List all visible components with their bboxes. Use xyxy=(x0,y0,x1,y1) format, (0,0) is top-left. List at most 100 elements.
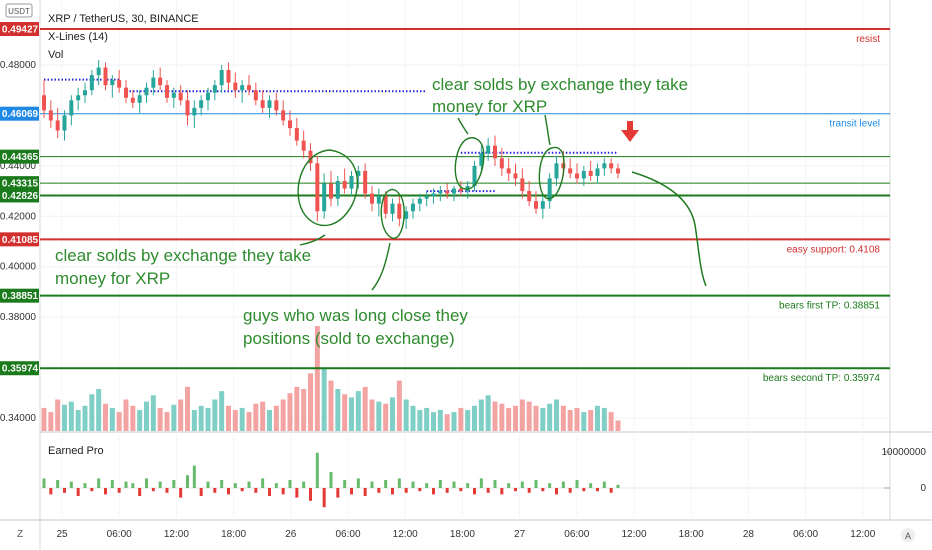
oscillator-bar xyxy=(527,488,531,493)
candle-body xyxy=(315,163,320,212)
zoom-button[interactable]: Z xyxy=(17,529,23,540)
volume-bar xyxy=(48,412,54,431)
circle-drawing xyxy=(297,149,359,227)
oscillator-bar xyxy=(486,488,490,493)
volume-bar xyxy=(246,412,252,431)
oscillator-bar xyxy=(329,472,333,488)
volume-bar xyxy=(75,410,81,431)
oscillator-bar xyxy=(322,488,326,508)
oscillator-bar xyxy=(377,488,381,493)
volume-bar xyxy=(458,407,464,431)
oscillator-bar xyxy=(432,488,435,495)
candle-body xyxy=(206,92,210,101)
candle-body xyxy=(103,67,108,86)
volume-bar xyxy=(383,403,389,431)
level-label: resist xyxy=(856,34,880,45)
time-tick-label: 28 xyxy=(743,529,755,540)
candle-body xyxy=(308,150,313,164)
candle-body xyxy=(329,183,333,199)
volume-bar xyxy=(396,380,402,431)
volume-bar xyxy=(424,407,430,431)
volume-bar xyxy=(41,407,47,431)
candle-body xyxy=(42,95,46,111)
oscillator-bar xyxy=(97,478,101,488)
volume-bar xyxy=(301,389,307,431)
volume-layer xyxy=(41,326,621,431)
volume-bar xyxy=(328,380,334,431)
oscillator-bar xyxy=(261,478,265,488)
volume-bar xyxy=(260,401,266,431)
oscillator-bar xyxy=(418,488,422,492)
candle-body xyxy=(226,70,231,83)
candle-body xyxy=(616,168,620,174)
oscillator-bar xyxy=(534,480,538,488)
volume-bar xyxy=(499,403,505,431)
oscillator-bar xyxy=(452,481,456,488)
oscillator-title: Earned Pro xyxy=(48,445,104,457)
oscillator-bar xyxy=(609,488,613,493)
volume-bar xyxy=(130,405,136,431)
oscillator-bar xyxy=(56,480,60,488)
candle-body xyxy=(506,168,511,174)
volume-bar xyxy=(506,407,512,431)
oscillator-tick-label: 10000000 xyxy=(882,447,927,458)
volume-bar xyxy=(376,401,382,431)
time-tick-label: 26 xyxy=(285,529,297,540)
candle-body xyxy=(581,170,586,179)
volume-bar xyxy=(226,405,231,431)
volume-bar xyxy=(321,368,327,431)
volume-bar xyxy=(540,407,546,431)
oscillator-bar xyxy=(227,488,230,495)
volume-bar xyxy=(294,386,300,431)
volume-bar xyxy=(308,373,313,431)
currency-badge[interactable] xyxy=(5,3,33,18)
oscillator-bar xyxy=(254,488,258,493)
auto-scale-icon: A xyxy=(905,531,911,541)
oscillator-bar xyxy=(315,452,319,488)
oscillator-bar xyxy=(343,480,347,488)
candle-body xyxy=(124,87,128,98)
volume-bar xyxy=(123,399,129,431)
oscillator-bar xyxy=(233,483,237,488)
xlines-layer xyxy=(44,78,618,193)
volume-bar xyxy=(55,399,61,431)
volume-bar xyxy=(342,394,348,431)
oscillator-bar xyxy=(42,478,46,488)
candle-body xyxy=(267,100,272,108)
currency-badge-text: USDT xyxy=(8,7,30,16)
oscillator-bar xyxy=(616,484,620,488)
volume-bar xyxy=(451,412,457,431)
candle-body xyxy=(260,100,265,108)
candle-layer xyxy=(42,59,620,229)
level-label: transit level xyxy=(829,119,880,130)
level-price-badge-text: 0.35974 xyxy=(2,364,39,375)
candle-body xyxy=(83,90,87,96)
oscillator-bar xyxy=(110,480,114,488)
candle-body xyxy=(137,95,142,103)
volume-bar xyxy=(472,405,477,431)
candle-body xyxy=(342,180,347,189)
volume-bar xyxy=(465,410,471,431)
level-price-badge xyxy=(0,176,39,191)
forecast-curve xyxy=(631,171,707,287)
level-price-badge xyxy=(0,149,39,164)
level-price-badge xyxy=(0,22,39,37)
oscillator-bar xyxy=(179,488,183,498)
volume-bar xyxy=(478,399,484,431)
volume-bar xyxy=(485,395,491,431)
candle-body xyxy=(165,85,169,98)
volume-bar xyxy=(410,405,416,431)
candle-body xyxy=(192,107,197,116)
candle-body xyxy=(390,203,395,214)
candle-body xyxy=(370,193,374,204)
level-price-badge xyxy=(0,361,39,376)
candle-body xyxy=(472,165,477,187)
level-label: easy support: 0.4108 xyxy=(787,244,881,255)
auto-scale-button[interactable] xyxy=(901,528,915,542)
volume-bar xyxy=(362,386,368,431)
volume-bar xyxy=(212,399,218,431)
oscillator-bar xyxy=(247,481,251,488)
candle-body xyxy=(513,173,518,179)
